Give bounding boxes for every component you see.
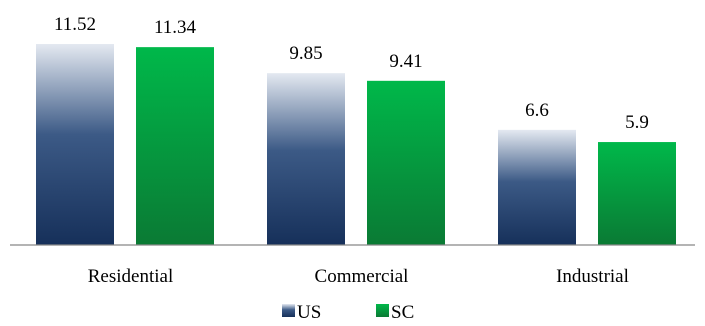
data-label-sc-commercial: 9.41 xyxy=(389,51,422,72)
labels-layer: 11.52 11.34 Residential 9.85 9.41 Commercial 6… xyxy=(54,14,649,287)
legend-swatch-sc xyxy=(376,304,389,317)
data-label-us-industrial: 6.6 xyxy=(525,100,549,121)
data-label-sc-industrial: 5.9 xyxy=(625,112,649,133)
bar-sc-commercial xyxy=(367,80,445,246)
legend-label-sc: SC xyxy=(391,302,414,321)
bar-sc-industrial xyxy=(598,142,676,245)
x-tick-label-industrial: Industrial xyxy=(556,266,629,287)
legend: US SC xyxy=(282,302,414,323)
bars-layer xyxy=(36,44,676,246)
legend-label-us: US xyxy=(297,302,321,321)
x-tick-label-commercial: Commercial xyxy=(315,266,409,287)
data-label-us-residential: 11.52 xyxy=(54,14,96,35)
bar-us-residential xyxy=(36,44,114,245)
x-tick-label-residential: Residential xyxy=(88,266,173,287)
bar-us-commercial xyxy=(267,73,345,245)
data-label-us-commercial: 9.85 xyxy=(289,43,322,64)
bar-us-industrial xyxy=(498,129,576,245)
data-label-sc-residential: 11.34 xyxy=(154,17,197,38)
bar-sc-residential xyxy=(136,47,214,245)
legend-swatch-us xyxy=(282,304,295,317)
